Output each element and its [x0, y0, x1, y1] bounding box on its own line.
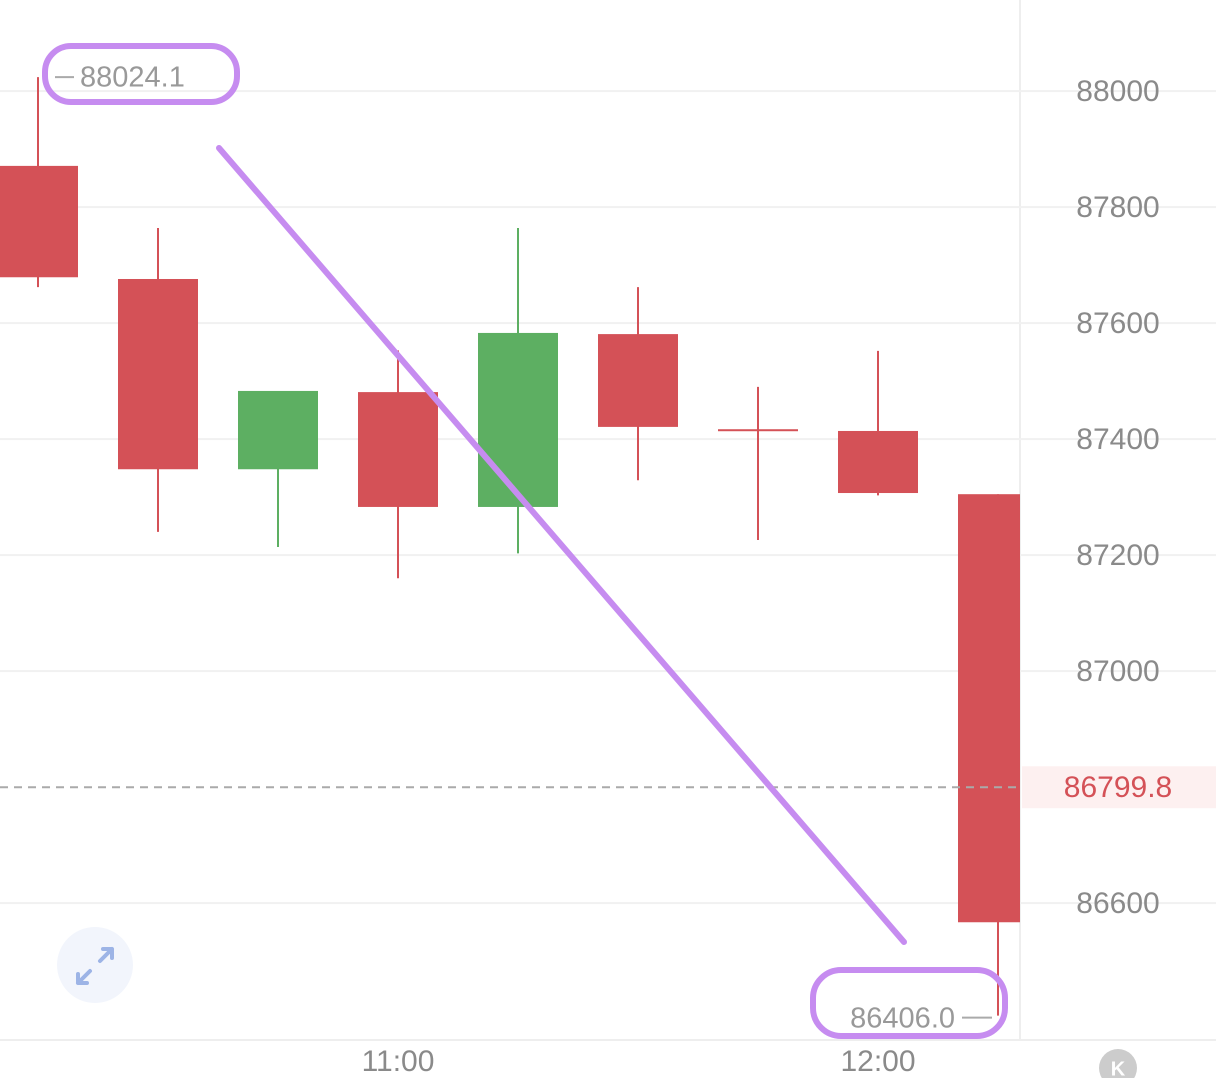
y-tick-label: 88000 — [1076, 75, 1159, 108]
min-label: 86406.0 — [850, 1002, 955, 1034]
current-price-box — [1022, 766, 1216, 809]
y-tick-label: 87600 — [1076, 307, 1159, 340]
expand-icon[interactable] — [57, 927, 133, 1003]
x-tick-label: 11:00 — [362, 1045, 435, 1078]
grid: 86600 87000 87200 87400 87600 87800 88000 — [0, 75, 1216, 920]
current-price-label: 86799.8 — [1064, 771, 1172, 804]
y-tick-label: 87800 — [1076, 191, 1159, 224]
logo — [1099, 1049, 1137, 1078]
candle-body — [118, 278, 198, 470]
candle-body — [598, 334, 678, 427]
candle-body — [958, 494, 1020, 923]
candle-body — [238, 390, 318, 470]
overlay: 86799.8 88024.1 86406.0 — [0, 62, 1216, 1034]
y-tick-label: 87000 — [1076, 655, 1159, 688]
candle-body — [0, 165, 78, 278]
candle-body — [718, 429, 798, 432]
candles — [0, 77, 1020, 1016]
user-drawing — [42, 43, 1008, 1039]
candle-body — [358, 392, 438, 507]
candle-body — [478, 332, 558, 507]
y-tick-label: 87200 — [1076, 539, 1159, 572]
max-label: 88024.1 — [80, 62, 185, 94]
candle-body — [838, 430, 918, 494]
x-tick-label: 12:00 — [840, 1045, 915, 1078]
logo-text: K — [1111, 1058, 1126, 1078]
y-tick-label: 86600 — [1076, 887, 1159, 920]
y-tick-label: 87400 — [1076, 423, 1159, 456]
